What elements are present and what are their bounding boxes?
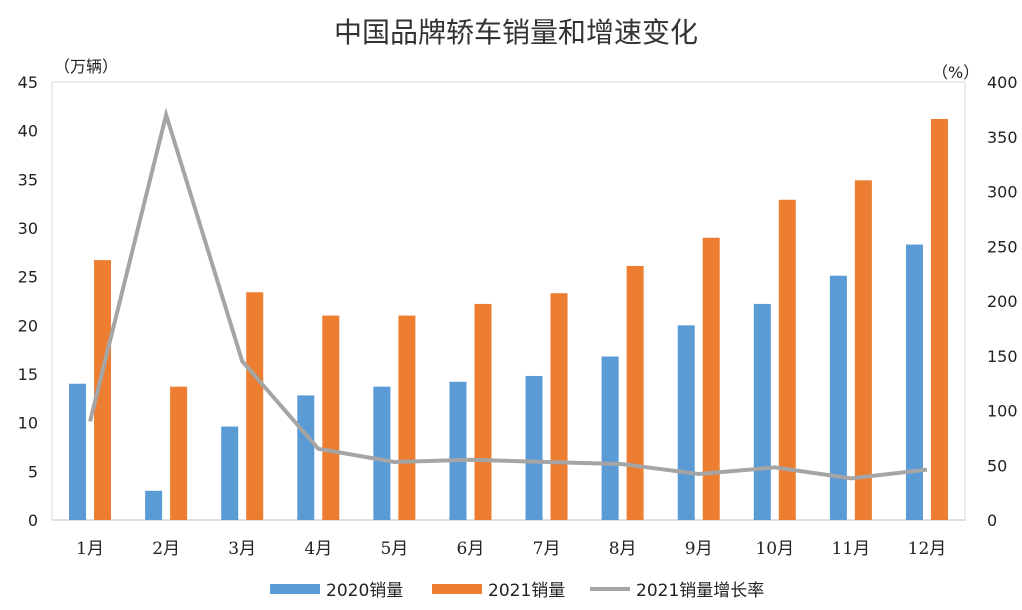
right-axis-ticks: 0 50 100 150 200 250 300 350 400	[987, 73, 1018, 530]
legend-swatch	[432, 584, 482, 594]
category-label: 11月	[832, 539, 871, 559]
bar-2020	[221, 426, 239, 520]
growth-rate-line	[88, 107, 928, 481]
bar-2021	[322, 315, 340, 520]
bar-series	[69, 118, 948, 521]
left-tick-label: 25	[18, 268, 38, 287]
left-axis-ticks: 0 5 10 15 20 25 30 35 40 45	[18, 73, 38, 530]
right-tick-label: 50	[987, 456, 1007, 475]
legend-label: 2020销量	[326, 581, 403, 601]
bar-2020	[145, 490, 163, 520]
left-tick-label: 40	[18, 122, 38, 141]
bar-2021	[854, 180, 872, 520]
left-tick-label: 30	[18, 219, 38, 238]
bar-2020	[677, 325, 695, 520]
bar-2020	[525, 375, 543, 520]
right-tick-label: 0	[987, 511, 997, 530]
category-label: 5月	[380, 539, 408, 559]
bar-2020	[449, 381, 467, 520]
legend: 2020销量 2021销量 2021销量增长率	[270, 581, 764, 601]
left-tick-label: 0	[28, 511, 38, 530]
category-label: 10月	[755, 539, 794, 559]
left-tick-label: 10	[18, 414, 38, 433]
left-tick-label: 35	[18, 170, 38, 189]
right-tick-label: 200	[987, 292, 1018, 311]
category-label: 4月	[304, 539, 332, 559]
bar-2020	[69, 383, 87, 520]
right-tick-label: 300	[987, 183, 1018, 202]
bar-2021	[170, 386, 188, 520]
bar-2020	[905, 244, 923, 520]
bar-2020	[297, 395, 315, 520]
bar-2021	[246, 292, 264, 520]
bar-2021	[626, 265, 644, 520]
category-label: 9月	[685, 539, 713, 559]
bar-2021	[398, 315, 416, 520]
left-tick-label: 20	[18, 316, 38, 335]
right-tick-label: 350	[987, 128, 1018, 147]
bar-2020	[753, 303, 771, 520]
bar-2021	[474, 303, 492, 520]
category-label: 6月	[457, 539, 485, 559]
category-label: 8月	[609, 539, 637, 559]
bar-2021	[702, 237, 720, 520]
right-tick-label: 150	[987, 347, 1018, 366]
bar-2020	[829, 275, 847, 520]
bar-2021	[778, 199, 796, 521]
plot-area-border	[51, 81, 966, 521]
category-labels: 1月 2月 3月 4月 5月 6月 7月 8月 9月 10月 11月 12月	[76, 539, 946, 559]
right-tick-label: 250	[987, 237, 1018, 256]
left-tick-label: 45	[18, 73, 38, 92]
right-tick-label: 400	[987, 73, 1018, 92]
legend-label: 2021销量增长率	[636, 581, 764, 601]
bar-2021	[550, 293, 568, 520]
category-label: 7月	[533, 539, 561, 559]
category-label: 12月	[908, 539, 947, 559]
category-label: 1月	[76, 539, 104, 559]
left-tick-label: 15	[18, 365, 38, 384]
left-axis-unit: （万辆）	[54, 57, 118, 76]
bar-2021	[930, 118, 948, 520]
bar-2021	[94, 260, 112, 520]
plot-frame	[51, 81, 966, 521]
right-axis-unit: （%）	[932, 63, 979, 82]
legend-label: 2021销量	[488, 581, 565, 601]
right-tick-label: 100	[987, 402, 1018, 421]
legend-swatch	[270, 584, 320, 594]
line-series	[88, 107, 928, 481]
bar-2020	[373, 386, 391, 520]
bar-2020	[601, 356, 619, 520]
left-tick-label: 5	[28, 462, 38, 481]
category-label: 2月	[152, 539, 180, 559]
chart-title: 中国品牌轿车销量和增速变化	[334, 16, 698, 49]
category-label: 3月	[228, 539, 256, 559]
